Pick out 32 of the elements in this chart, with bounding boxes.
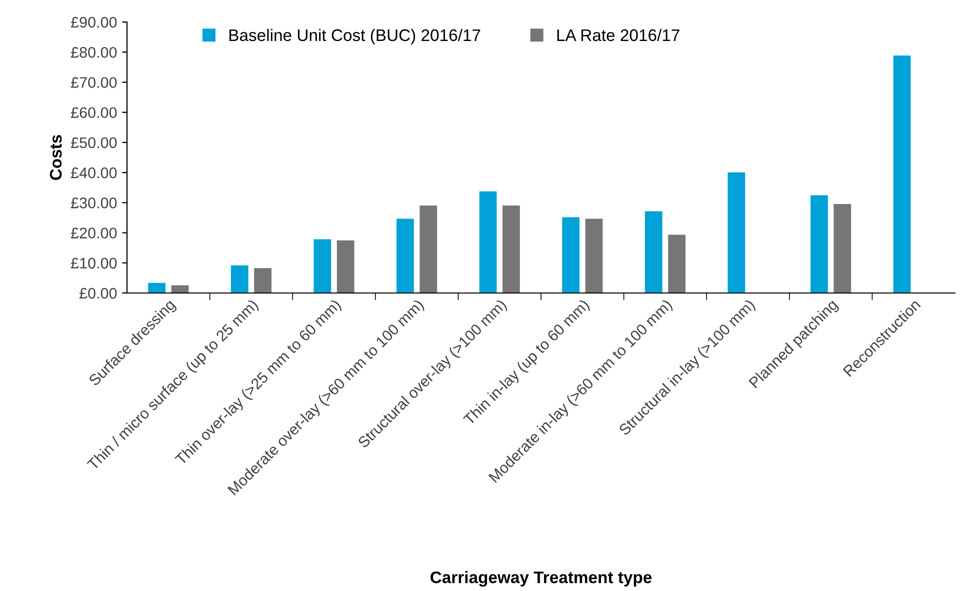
y-tick-label: £20.00 <box>70 228 117 238</box>
bar <box>147 282 166 293</box>
y-tick-label: £80.00 <box>70 46 117 58</box>
bar <box>396 218 415 293</box>
bar <box>584 218 604 293</box>
x-axis-title: Carriageway Treatment type <box>430 571 652 587</box>
bar <box>726 172 746 293</box>
bar <box>892 54 912 293</box>
bar <box>312 238 332 293</box>
legend-label: LA Rate 2016/17 <box>557 28 680 42</box>
y-axis-title: Costs <box>50 135 62 180</box>
y-tick-label: £90.00 <box>70 16 117 28</box>
bar <box>230 264 250 293</box>
y-tick-label: £50.00 <box>70 137 117 148</box>
bar <box>810 194 829 293</box>
bar <box>667 234 686 293</box>
y-tick-label: £0.00 <box>79 288 117 299</box>
bar <box>253 267 272 293</box>
bar <box>478 190 498 293</box>
bar <box>502 204 521 293</box>
y-tick-label: £40.00 <box>70 167 117 178</box>
bar <box>170 284 190 293</box>
bar <box>418 204 438 293</box>
legend-label: Baseline Unit Cost (BUC) 2016/17 <box>229 28 480 44</box>
bar <box>561 216 580 293</box>
y-tick-label: £60.00 <box>70 107 117 118</box>
y-tick-label: £10.00 <box>70 258 117 269</box>
y-tick-label: £70.00 <box>70 77 117 88</box>
bar <box>336 240 356 293</box>
y-tick-label: £30.00 <box>70 198 117 208</box>
bar <box>832 203 852 293</box>
bar <box>644 210 664 293</box>
